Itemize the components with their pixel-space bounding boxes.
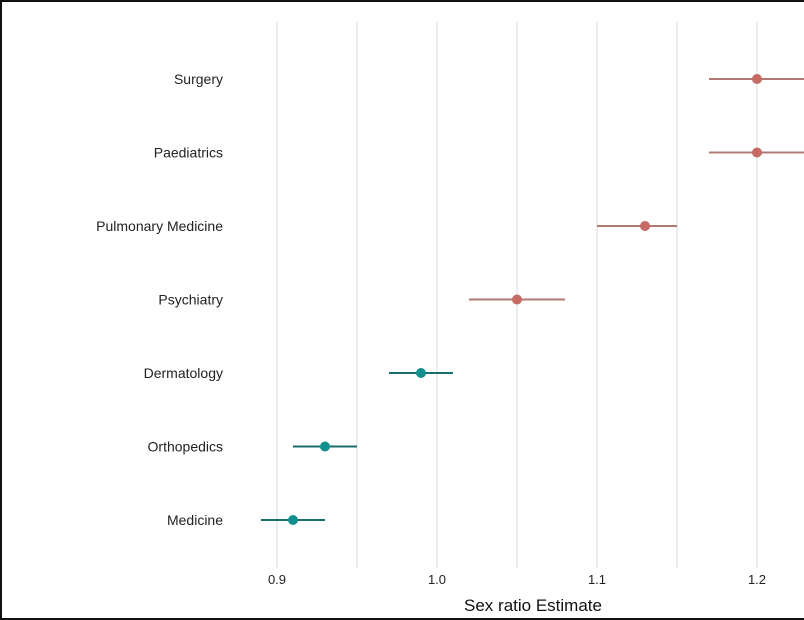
category-label: Psychiatry [158, 292, 223, 308]
x-tick-labels: 0.9 1.0 1.1 1.2 [268, 572, 766, 587]
x-tick-label: 1.0 [428, 572, 446, 587]
category-label: Pulmonary Medicine [96, 218, 223, 234]
estimate-point [320, 441, 330, 452]
estimate-point [752, 74, 762, 84]
category-label: Paediatrics [154, 145, 223, 161]
category-label: Dermatology [144, 365, 223, 381]
estimate-point [640, 221, 650, 231]
estimate-point [752, 147, 762, 158]
category-labels: Surgery Paediatrics Pulmonary Medicine Psyc… [96, 71, 223, 528]
estimate-point [512, 294, 522, 305]
estimate-point [416, 368, 426, 378]
data-marks [261, 74, 804, 525]
estimate-point [288, 515, 298, 525]
category-label: Surgery [174, 71, 223, 87]
category-label: Medicine [167, 512, 223, 528]
x-tick-label: 1.1 [588, 572, 606, 587]
x-axis-title: Sex ratio Estimate [464, 596, 602, 615]
x-tick-label: 0.9 [268, 572, 286, 587]
category-label: Orthopedics [148, 439, 223, 455]
x-tick-label: 1.2 [748, 572, 766, 587]
